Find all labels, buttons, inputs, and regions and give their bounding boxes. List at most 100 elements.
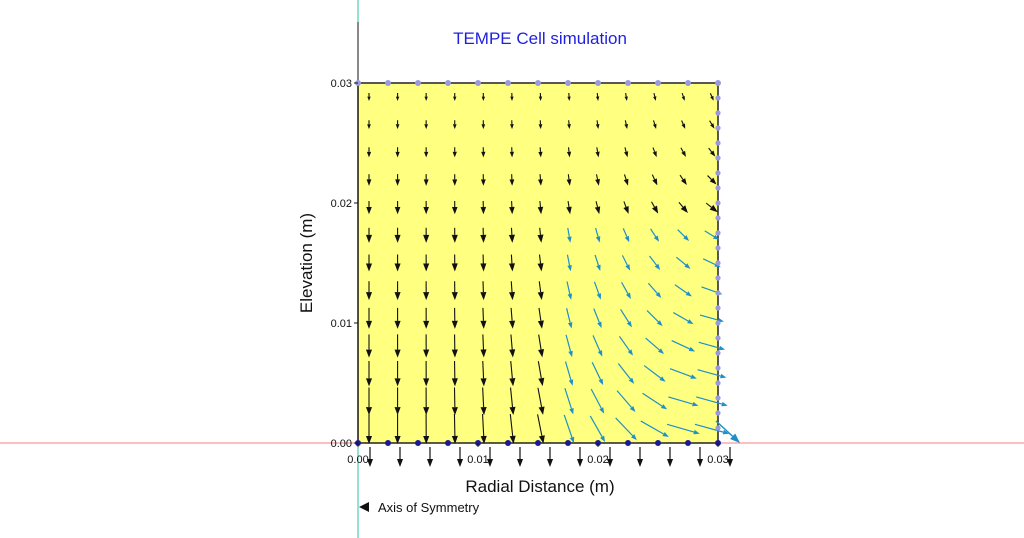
x-tick-label: 0.00 — [347, 454, 368, 466]
x-tick-label: 0.02 — [587, 454, 608, 466]
velocity-vector — [424, 147, 429, 158]
right-boundary-node — [715, 230, 721, 236]
velocity-vector — [481, 120, 486, 130]
velocity-vector — [509, 147, 515, 158]
velocity-vector — [537, 387, 545, 415]
corner-discharge-vector — [715, 420, 740, 443]
top-boundary-node — [595, 80, 601, 86]
right-boundary-node — [715, 170, 721, 176]
edge-velocity-vector — [591, 361, 604, 386]
velocity-vector — [480, 414, 487, 444]
right-boundary-node — [715, 185, 721, 191]
velocity-vector — [480, 254, 487, 272]
outflow-vector — [396, 447, 404, 467]
velocity-vector — [395, 92, 400, 101]
edge-velocity-vector — [671, 339, 696, 352]
velocity-vector — [623, 174, 629, 186]
velocity-vector — [566, 174, 572, 186]
velocity-vector — [508, 254, 515, 272]
velocity-vector — [652, 147, 657, 158]
chart-title: TEMPE Cell simulation — [453, 29, 627, 48]
velocity-vector — [423, 227, 430, 243]
velocity-vector — [394, 387, 401, 416]
velocity-vector — [537, 414, 545, 444]
edge-velocity-vector — [675, 256, 691, 269]
edge-velocity-vector — [666, 423, 700, 435]
velocity-vector — [394, 307, 401, 329]
velocity-vector — [537, 281, 544, 301]
velocity-vector — [537, 307, 544, 329]
outflow-vector — [366, 447, 374, 467]
right-boundary-node — [715, 290, 721, 296]
velocity-vector — [394, 281, 401, 301]
x-tick-label: 0.01 — [467, 454, 488, 466]
edge-velocity-vector — [621, 282, 631, 300]
velocity-vector — [394, 413, 401, 444]
velocity-vector — [595, 92, 600, 101]
velocity-vector — [452, 120, 457, 130]
velocity-vector — [567, 120, 571, 130]
velocity-vector — [451, 254, 458, 272]
velocity-vector — [509, 201, 515, 215]
velocity-vector — [480, 174, 486, 186]
outflow-vector — [666, 447, 674, 467]
velocity-vector — [509, 174, 515, 186]
edge-velocity-vector — [674, 284, 692, 297]
edge-velocity-vector — [649, 255, 661, 270]
outflow-vector — [636, 447, 644, 467]
edge-velocity-vector — [694, 423, 730, 435]
velocity-vector — [367, 93, 371, 101]
velocity-vector — [567, 92, 571, 101]
velocity-vector — [651, 174, 658, 186]
outflow-vector — [576, 447, 584, 467]
bottom-boundary-node — [445, 440, 451, 446]
velocity-vector — [394, 227, 401, 243]
velocity-vector — [623, 201, 629, 214]
velocity-vector — [365, 281, 373, 301]
velocity-vector — [451, 387, 458, 416]
velocity-vector — [451, 201, 458, 215]
velocity-vector — [509, 361, 516, 387]
top-boundary-node — [505, 80, 511, 86]
velocity-vector — [509, 414, 516, 444]
right-boundary-node — [715, 320, 721, 326]
bottom-boundary-node — [535, 440, 541, 446]
velocity-vector — [367, 120, 371, 130]
edge-velocity-vector — [621, 255, 631, 271]
velocity-vector — [366, 147, 372, 158]
velocity-vector — [451, 360, 458, 387]
top-boundary-node — [415, 80, 421, 86]
velocity-vector — [681, 120, 686, 129]
right-boundary-node — [715, 380, 721, 386]
edge-velocity-vector — [620, 309, 632, 328]
velocity-vector — [451, 334, 458, 358]
edge-velocity-vector — [696, 396, 728, 407]
bottom-boundary-node — [565, 440, 571, 446]
y-axis-label: Elevation (m) — [297, 213, 316, 313]
velocity-vector — [480, 360, 487, 387]
velocity-vector — [705, 202, 718, 213]
top-boundary-node — [475, 80, 481, 86]
velocity-vector — [538, 92, 543, 101]
edge-velocity-vector — [565, 308, 573, 329]
edge-velocity-vector — [698, 341, 726, 351]
right-boundary-node — [715, 215, 721, 221]
velocity-vector — [365, 334, 373, 358]
velocity-vector — [538, 147, 543, 158]
top-boundary-node — [565, 80, 571, 86]
velocity-vector — [537, 227, 544, 243]
velocity-vector — [424, 120, 429, 130]
velocity-vector — [423, 334, 430, 358]
velocity-vector — [508, 281, 516, 301]
velocity-vector — [394, 254, 401, 272]
velocity-vector — [678, 201, 688, 214]
edge-velocity-vector — [565, 334, 573, 358]
velocity-vector — [424, 92, 428, 101]
velocity-vector — [481, 147, 486, 158]
right-boundary-node — [715, 245, 721, 251]
velocity-vector — [707, 175, 717, 185]
velocity-vector — [566, 201, 572, 215]
velocity-vector — [709, 120, 715, 129]
bottom-boundary-node — [415, 440, 421, 446]
y-tick-label: 0.03 — [331, 78, 352, 90]
